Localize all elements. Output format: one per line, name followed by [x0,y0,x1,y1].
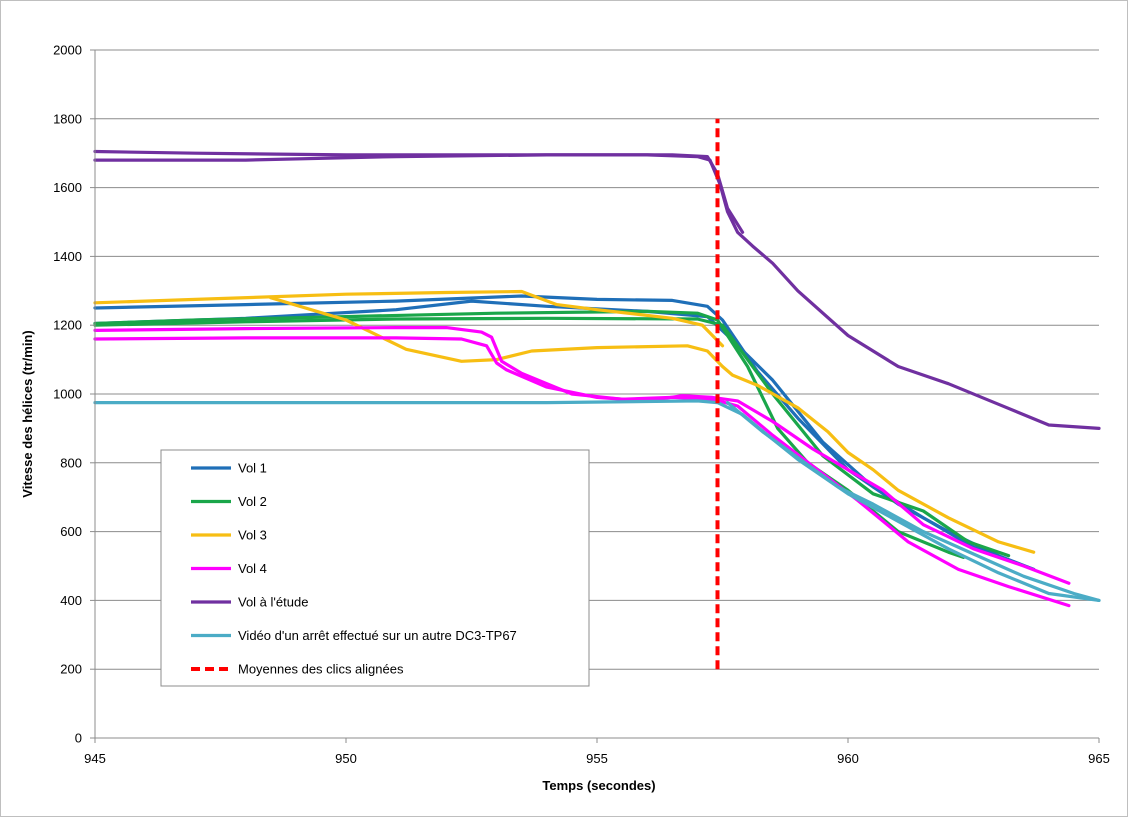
x-tick-label: 965 [1088,751,1110,766]
y-tick-label: 0 [75,731,82,746]
y-tick-label: 1000 [53,387,82,402]
series-line-3 [269,296,1036,554]
y-tick-label: 800 [60,455,82,470]
legend-label: Vol 3 [238,528,267,543]
series-lines [93,118,1101,670]
legend: Vol 1 Vol 2 Vol 3 Vol 4 Vol à l'étude Vidéo d… [160,449,590,687]
series-line-6 [725,401,1101,602]
y-axis-title: Vitesse des hélices (tr/min) [20,330,35,497]
y-tick-label: 600 [60,524,82,539]
series-line-2 [93,309,966,559]
y-tick-label: 1600 [53,180,82,195]
x-tick-label: 960 [837,751,859,766]
legend-label: Vol 4 [238,561,267,576]
legend-label: Vidéo d'un arrêt effectué sur un autre D… [238,628,517,643]
legend-label: Moyennes des clics alignées [238,662,404,677]
y-tick-label: 2000 [53,43,82,58]
y-tick-label: 1400 [53,249,82,264]
x-tick-label: 955 [586,751,608,766]
y-tick-label: 200 [60,662,82,677]
series-line-2 [93,316,1011,558]
series-line-5 [93,149,1101,430]
x-tick-label: 950 [335,751,357,766]
legend-label: Vol 2 [238,494,267,509]
y-tick-label: 1200 [53,318,82,333]
axes: 0 200 400 600 800 1000 1200 1400 1600 1800 2000 945… [53,43,1110,767]
legend-label: Vol 1 [238,461,267,476]
x-axis-title: Temps (secondes) [542,778,655,793]
series-line-5 [93,153,745,234]
y-tick-label: 400 [60,593,82,608]
series-line-4 [93,326,1071,608]
series-line-4 [93,336,1071,585]
legend-box [160,449,590,687]
y-tick-label: 1800 [53,111,82,126]
x-tick-label: 945 [84,751,106,766]
legend-label: Vol à l'étude [238,595,308,610]
